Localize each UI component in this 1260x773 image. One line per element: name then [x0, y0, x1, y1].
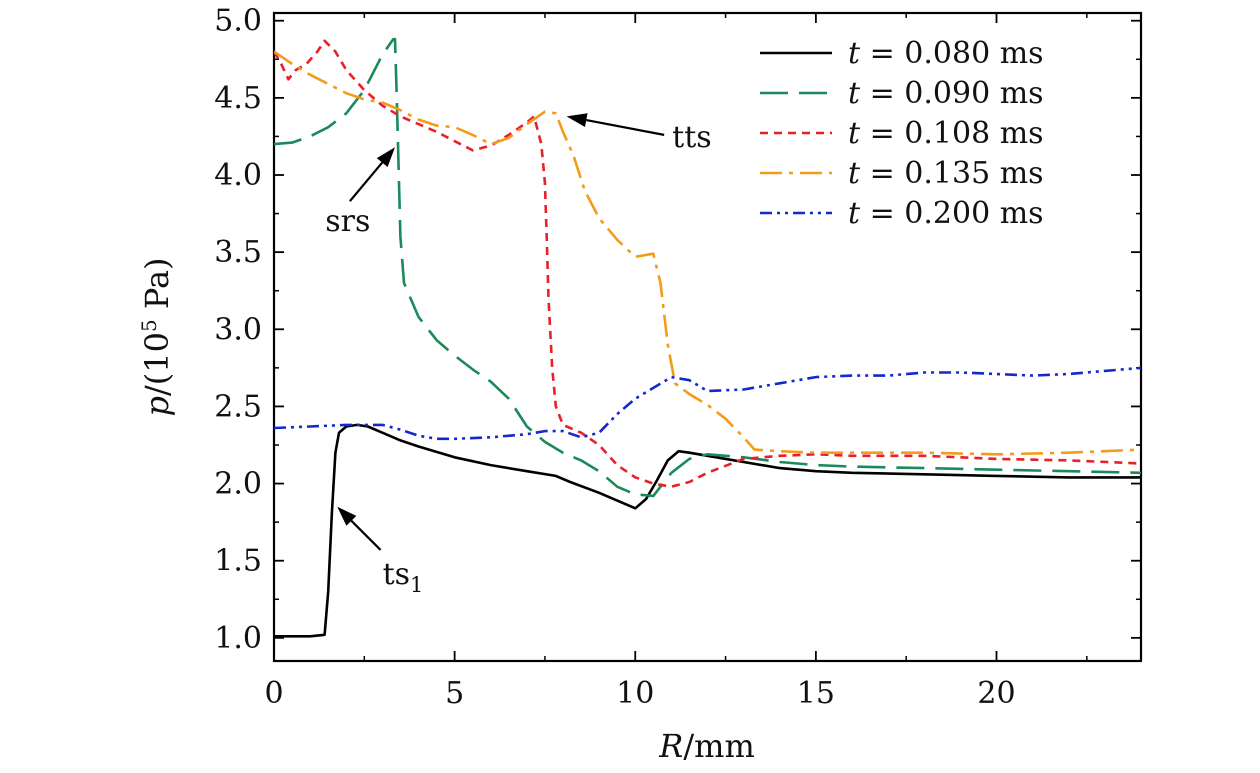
x-tick-label: 5 [445, 676, 464, 711]
y-tick-label: 5.0 [214, 4, 262, 39]
y-tick-label: 1.0 [214, 621, 262, 656]
legend: t = 0.080 ms t = 0.090 ms t = 0.108 ms t = … [760, 36, 1044, 231]
x-tick-label: 10 [616, 676, 654, 711]
y-tick-label: 3.0 [214, 312, 262, 347]
plot-area [272, 11, 1143, 663]
annotation-arrowhead-srs [376, 147, 396, 168]
annotation-label-srs: srs [325, 204, 370, 239]
x-tick-label: 0 [264, 676, 283, 711]
y-tick-label: 3.5 [214, 235, 262, 270]
series-line-5 [274, 366, 1141, 441]
x-tick-label: 20 [977, 676, 1015, 711]
series-layer [274, 37, 1141, 638]
x-axis-title-var: R [658, 727, 683, 765]
legend-label-5: t = 0.200 ms [848, 196, 1044, 231]
x-axis-title-unit: /mm [683, 727, 754, 765]
annotation-arrowhead-tts [566, 113, 588, 127]
y-tick-label: 4.0 [214, 158, 262, 193]
annotation-arrow-srs [349, 161, 384, 202]
annotation-arrowhead-ts [337, 506, 357, 526]
y-tick-label: 4.5 [214, 81, 262, 116]
legend-label-4: t = 0.135 ms [848, 156, 1044, 191]
y-tick-label: 2.0 [214, 467, 262, 502]
y-axis-title-sup: 5 [137, 319, 161, 332]
y-axis-title-var: p [138, 396, 176, 416]
legend-label-2: t = 0.090 ms [848, 76, 1044, 111]
series-line-1 [274, 423, 1141, 638]
x-axis-title: R/mm [658, 727, 755, 765]
legend-label-1: t = 0.080 ms [848, 36, 1044, 71]
y-axis-title-unit-b: Pa) [138, 257, 176, 319]
series-line-4 [274, 50, 1141, 456]
y-tick-label: 1.5 [214, 544, 262, 579]
annotation-label-ts: ts1 [383, 557, 424, 597]
series-line-2 [274, 37, 1141, 498]
annotation-arrow-tts [586, 119, 665, 136]
annotation-label-tts: tts [672, 120, 712, 155]
y-axis-title: p/(105 Pa) [137, 257, 176, 416]
y-axis-title-unit-a: /(10 [138, 332, 176, 396]
annotation-arrow-ts [350, 520, 382, 551]
x-axis: 0 5 10 15 20 [264, 13, 1088, 711]
y-tick-label: 2.5 [214, 389, 262, 424]
y-axis: 1.0 1.5 2.0 2.5 3.0 3.5 4.0 4.5 5.0 [214, 4, 1141, 656]
series-line-3 [274, 39, 1141, 489]
x-tick-label: 15 [797, 676, 835, 711]
annotations: tts srs ts1 [325, 113, 712, 597]
legend-label-3: t = 0.108 ms [848, 116, 1044, 151]
